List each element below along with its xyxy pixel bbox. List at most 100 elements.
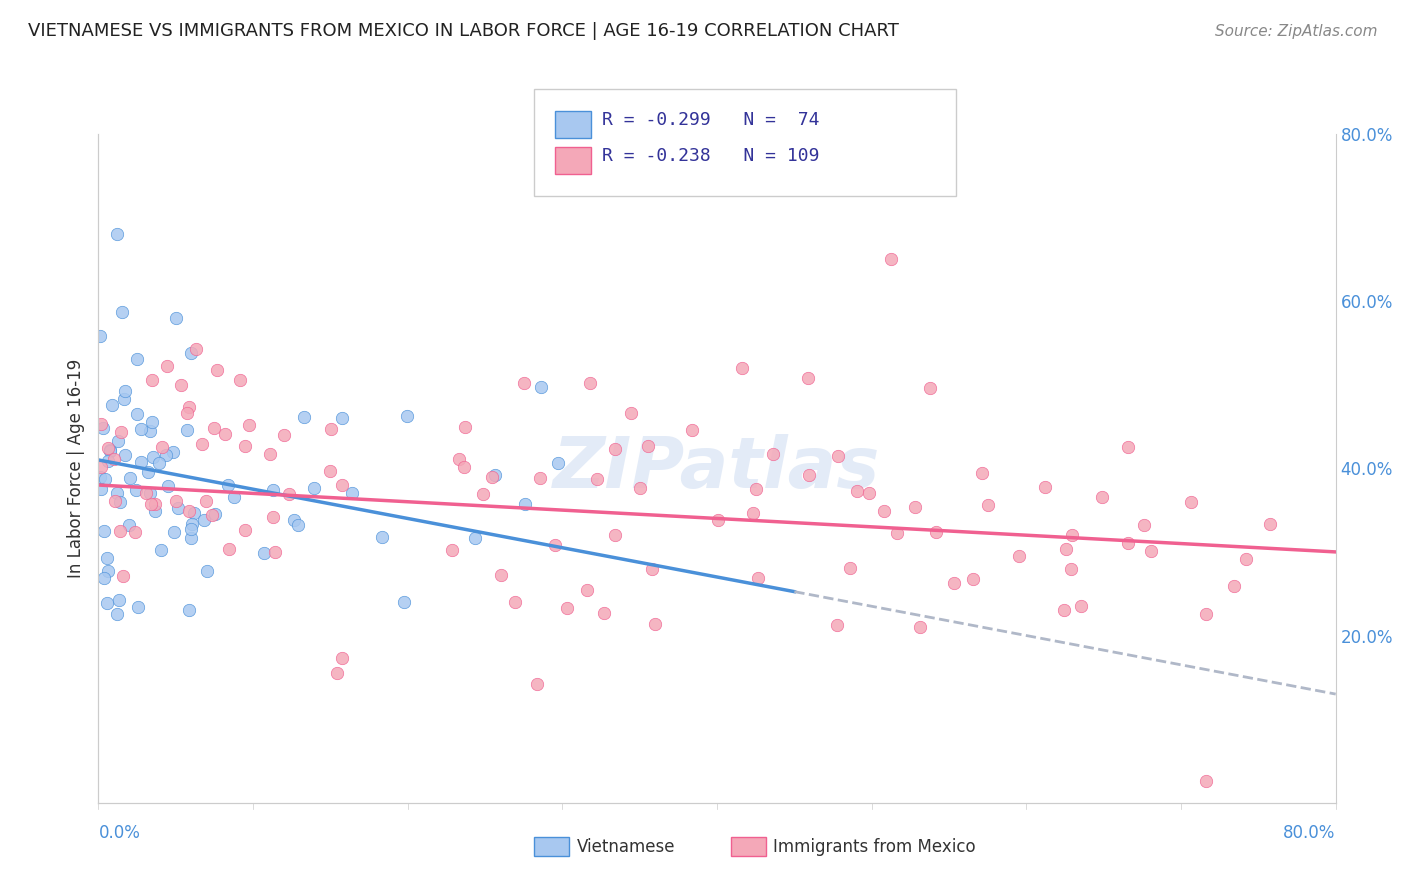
Vietnamese [118, 517, 141, 532]
Immigrants from Mexico [637, 439, 659, 453]
Vietnamese [114, 448, 136, 462]
Text: Source: ZipAtlas.com: Source: ZipAtlas.com [1215, 24, 1378, 38]
Immigrants from Mexico [233, 523, 256, 537]
Vietnamese [108, 494, 131, 508]
Immigrants from Mexico [1008, 549, 1031, 564]
Vietnamese [177, 602, 200, 616]
Immigrants from Mexico [503, 595, 526, 609]
Immigrants from Mexico [1195, 607, 1218, 621]
Immigrants from Mexico [620, 405, 643, 419]
Vietnamese [180, 517, 202, 532]
Vietnamese [148, 457, 170, 471]
Vietnamese [136, 465, 159, 479]
Immigrants from Mexico [942, 575, 965, 590]
Immigrants from Mexico [555, 600, 578, 615]
Vietnamese [162, 444, 184, 458]
Vietnamese [547, 456, 569, 470]
Vietnamese [105, 227, 128, 241]
Immigrants from Mexico [731, 361, 754, 376]
Vietnamese [112, 392, 135, 406]
Immigrants from Mexico [141, 373, 163, 387]
Vietnamese [156, 479, 179, 493]
Immigrants from Mexico [135, 486, 157, 500]
Vietnamese [253, 546, 276, 560]
Immigrants from Mexico [908, 620, 931, 634]
Immigrants from Mexico [218, 541, 240, 556]
Immigrants from Mexico [904, 500, 927, 514]
Immigrants from Mexico [454, 420, 477, 434]
Vietnamese [100, 444, 122, 458]
Vietnamese [340, 486, 363, 500]
Immigrants from Mexico [1258, 517, 1281, 532]
Vietnamese [90, 482, 112, 496]
Immigrants from Mexico [641, 562, 664, 576]
Vietnamese [108, 592, 131, 607]
Immigrants from Mexico [481, 470, 503, 484]
Immigrants from Mexico [472, 486, 495, 500]
Immigrants from Mexico [513, 376, 536, 391]
Vietnamese [127, 599, 149, 614]
Immigrants from Mexico [150, 440, 173, 454]
Vietnamese [127, 351, 149, 366]
Immigrants from Mexico [962, 573, 984, 587]
Immigrants from Mexico [110, 425, 132, 440]
Vietnamese [107, 485, 129, 500]
Vietnamese [165, 310, 187, 325]
Immigrants from Mexico [233, 439, 256, 453]
Immigrants from Mexico [880, 252, 903, 267]
Text: R = -0.238   N = 109: R = -0.238 N = 109 [602, 146, 820, 164]
Immigrants from Mexico [977, 498, 1000, 512]
Immigrants from Mexico [526, 676, 548, 690]
Vietnamese [180, 522, 202, 536]
Vietnamese [183, 506, 205, 520]
Vietnamese [114, 384, 136, 398]
Vietnamese [287, 518, 309, 533]
Immigrants from Mexico [201, 508, 224, 522]
Immigrants from Mexico [238, 418, 260, 433]
Vietnamese [118, 471, 141, 485]
Immigrants from Mexico [586, 472, 609, 486]
Vietnamese [142, 450, 165, 465]
Vietnamese [204, 507, 226, 521]
Immigrants from Mexico [111, 569, 134, 583]
Immigrants from Mexico [972, 467, 994, 481]
Immigrants from Mexico [330, 478, 353, 492]
Immigrants from Mexico [319, 464, 342, 478]
Immigrants from Mexico [1070, 599, 1092, 613]
Vietnamese [107, 434, 129, 448]
Vietnamese [131, 422, 153, 436]
Vietnamese [111, 305, 134, 319]
Text: 0.0%: 0.0% [98, 824, 141, 842]
Text: R = -0.299   N =  74: R = -0.299 N = 74 [602, 111, 820, 128]
Immigrants from Mexico [762, 447, 785, 461]
Vietnamese [180, 532, 202, 546]
Immigrants from Mexico [1116, 536, 1139, 550]
Immigrants from Mexico [797, 371, 820, 385]
Vietnamese [464, 531, 486, 545]
Vietnamese [93, 524, 115, 538]
Immigrants from Mexico [1223, 579, 1246, 593]
Immigrants from Mexico [90, 417, 112, 432]
Vietnamese [193, 513, 215, 527]
Immigrants from Mexico [165, 493, 187, 508]
Immigrants from Mexico [453, 459, 475, 474]
Immigrants from Mexico [1133, 517, 1156, 532]
Immigrants from Mexico [90, 460, 112, 475]
Immigrants from Mexico [330, 651, 353, 665]
Vietnamese [96, 551, 118, 566]
Immigrants from Mexico [1060, 561, 1083, 575]
Vietnamese [530, 380, 553, 394]
Immigrants from Mexico [278, 487, 301, 501]
Vietnamese [93, 421, 115, 435]
Immigrants from Mexico [925, 524, 948, 539]
Immigrants from Mexico [644, 617, 666, 632]
Vietnamese [167, 500, 190, 515]
Immigrants from Mexico [706, 513, 728, 527]
Vietnamese [127, 407, 149, 421]
Immigrants from Mexico [259, 447, 281, 461]
Vietnamese [513, 497, 536, 511]
Immigrants from Mexico [873, 504, 896, 518]
Immigrants from Mexico [745, 482, 768, 496]
Vietnamese [105, 607, 128, 622]
Immigrants from Mexico [1180, 495, 1202, 509]
